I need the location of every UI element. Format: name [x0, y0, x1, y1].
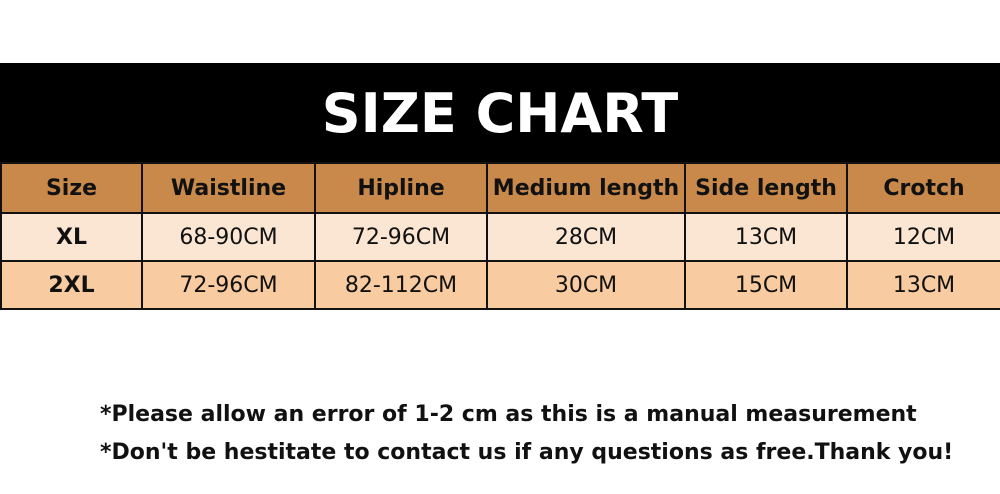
title-banner: SIZE CHART: [0, 63, 1000, 163]
note-error: *Please allow an error of 1-2 cm as this…: [100, 402, 917, 427]
cell-hipline: 82-112CM: [314, 260, 488, 310]
notes: *Please allow an error of 1-2 cm as this…: [100, 396, 953, 472]
cell-hipline: 72-96CM: [314, 212, 488, 262]
cell-side-length: 13CM: [684, 212, 848, 262]
cell-side-length: 15CM: [684, 260, 848, 310]
header-crotch: Crotch: [846, 162, 1000, 214]
header-size: Size: [0, 162, 143, 214]
size-table: Size Waistline Hipline Medium length Sid…: [0, 162, 1000, 310]
cell-medium-length: 28CM: [486, 212, 686, 262]
header-medium-length: Medium length: [486, 162, 686, 214]
cell-crotch: 13CM: [846, 260, 1000, 310]
cell-waistline: 72-96CM: [141, 260, 316, 310]
table-row: 2XL 72-96CM 82-112CM 30CM 15CM 13CM: [0, 260, 1000, 310]
page-title: SIZE CHART: [321, 81, 679, 145]
cell-waistline: 68-90CM: [141, 212, 316, 262]
cell-crotch: 12CM: [846, 212, 1000, 262]
cell-medium-length: 30CM: [486, 260, 686, 310]
header-row: Size Waistline Hipline Medium length Sid…: [0, 162, 1000, 214]
header-side-length: Side length: [684, 162, 848, 214]
header-waistline: Waistline: [141, 162, 316, 214]
cell-size: XL: [0, 212, 143, 262]
header-hipline: Hipline: [314, 162, 488, 214]
table-row: XL 68-90CM 72-96CM 28CM 13CM 12CM: [0, 212, 1000, 262]
cell-size: 2XL: [0, 260, 143, 310]
note-contact: *Don't be hestitate to contact us if any…: [100, 440, 954, 465]
